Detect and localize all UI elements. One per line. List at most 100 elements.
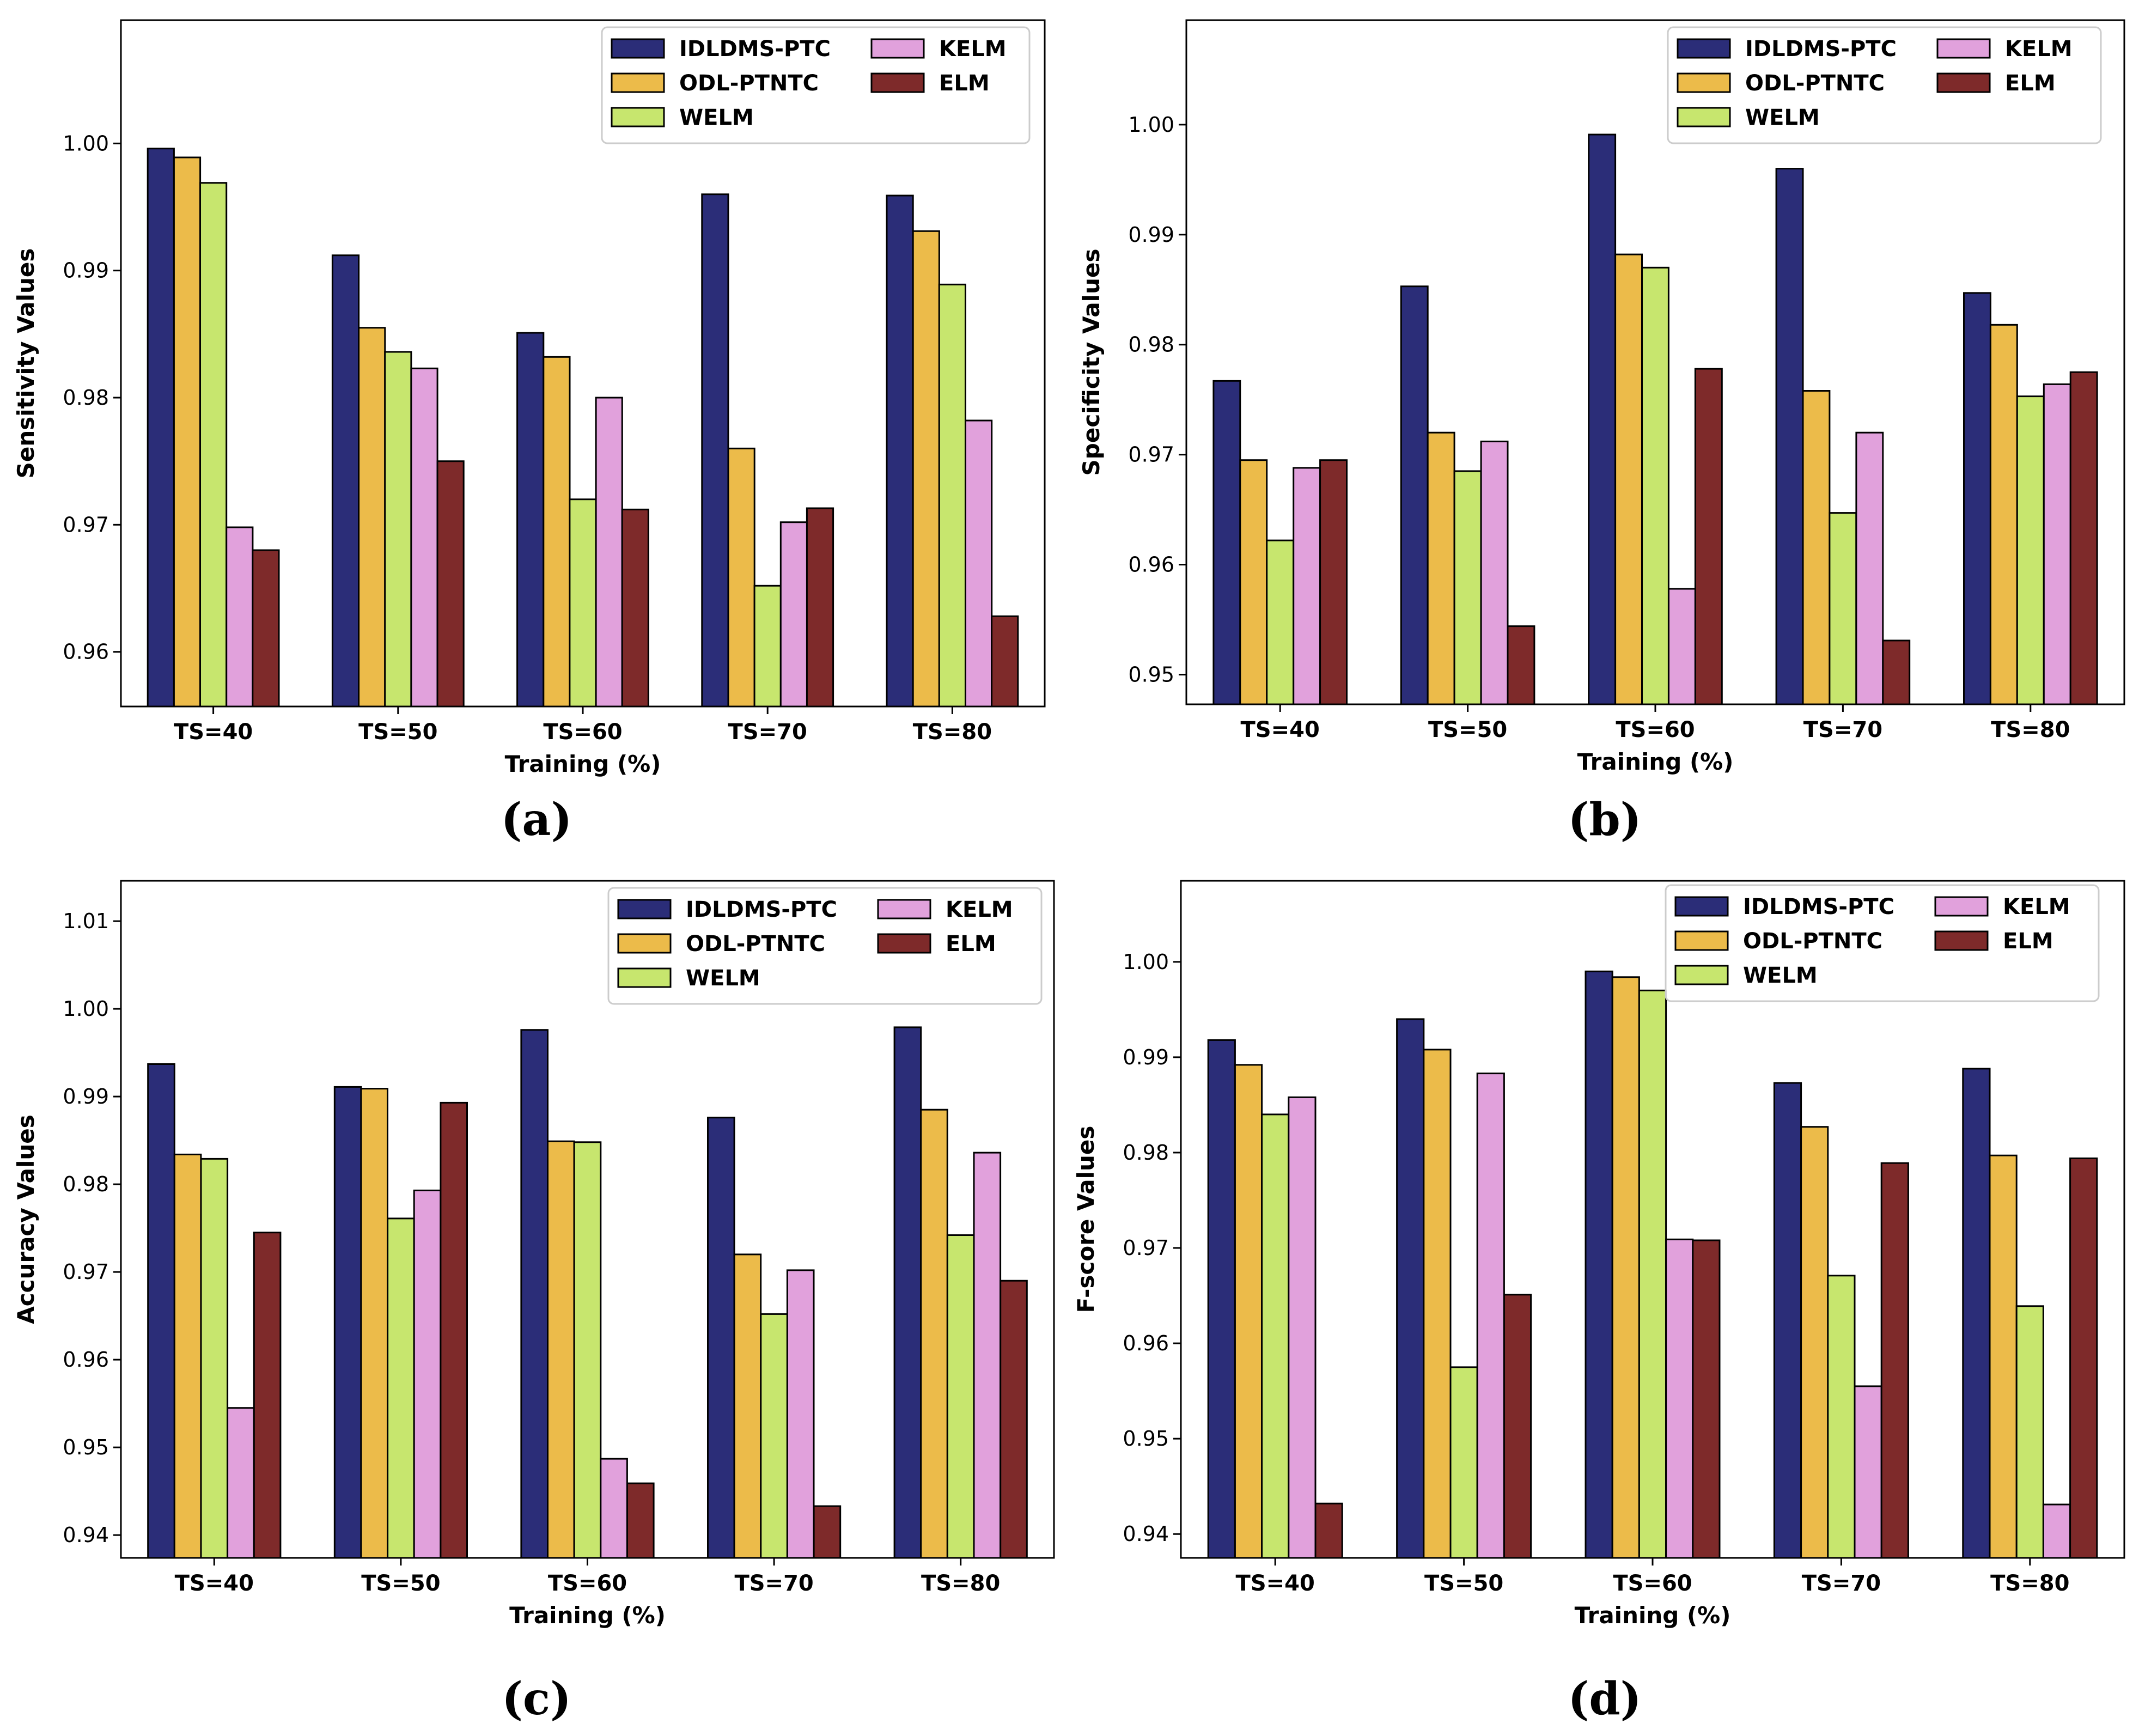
bar-kelm-ts-50 <box>1480 440 1509 705</box>
bar-idldms-ptc-ts-80 <box>1962 1068 1991 1559</box>
x-tick-label: TS=70 <box>728 720 807 745</box>
y-tick-label: 0.98 <box>63 386 109 410</box>
bar-elm-ts-40 <box>252 549 280 708</box>
bar-elm-ts-50 <box>1503 1294 1532 1559</box>
bar-kelm-ts-40 <box>1288 1096 1317 1559</box>
y-tick-label: 1.00 <box>1123 950 1169 974</box>
legend-label-odl-ptntc: ODL-PTNTC <box>1743 929 1882 954</box>
bar-idldms-ptc-ts-60 <box>1585 970 1613 1559</box>
bar-kelm-ts-50 <box>413 1189 442 1559</box>
x-tick-label: TS=80 <box>921 1571 1000 1596</box>
bar-welm-ts-40 <box>1266 539 1295 705</box>
bar-welm-ts-50 <box>1449 1366 1478 1559</box>
y-tick-label: 1.00 <box>63 131 109 155</box>
bar-kelm-ts-60 <box>1668 588 1696 705</box>
legend: IDLDMS-PTC ODL-PTNTC WELM KELM ELM <box>1667 26 2102 144</box>
legend-label-welm: WELM <box>1745 105 1820 130</box>
y-tick-label: 0.95 <box>63 1435 109 1459</box>
bar-kelm-ts-80 <box>2042 1503 2071 1559</box>
x-tick-label: TS=50 <box>1424 1571 1503 1596</box>
y-tick-label: 0.96 <box>1128 553 1174 577</box>
bar-elm-ts-50 <box>1507 625 1535 705</box>
x-tick-label: TS=60 <box>543 720 622 745</box>
bar-odl-ptntc-ts-70 <box>727 447 755 708</box>
x-tick-label: TS=60 <box>548 1571 627 1596</box>
y-tick-label: 0.96 <box>1123 1331 1169 1355</box>
legend-label-idldms-ptc: IDLDMS-PTC <box>1745 36 1897 62</box>
bar-odl-ptntc-ts-80 <box>1989 1154 2018 1559</box>
bar-welm-ts-80 <box>2016 395 2045 705</box>
legend-label-kelm: KELM <box>939 36 1007 62</box>
legend-label-odl-ptntc: ODL-PTNTC <box>1745 71 1885 96</box>
bar-elm-ts-40 <box>1314 1502 1343 1559</box>
bar-welm-ts-50 <box>1453 470 1482 705</box>
y-axis-label: Sensitivity Values <box>13 248 39 479</box>
legend-box <box>1667 26 2102 144</box>
bar-idldms-ptc-ts-40 <box>1212 380 1241 705</box>
y-tick-label: 0.97 <box>1123 1236 1169 1260</box>
y-tick-label: 0.98 <box>1123 1141 1169 1165</box>
bar-idldms-ptc-ts-70 <box>1775 168 1804 705</box>
bar-kelm-ts-60 <box>595 397 623 708</box>
bar-odl-ptntc-ts-40 <box>1234 1064 1263 1559</box>
legend-swatch-welm <box>611 107 665 127</box>
bar-welm-ts-80 <box>946 1234 975 1559</box>
bar-kelm-ts-60 <box>600 1458 628 1559</box>
bar-welm-ts-40 <box>199 182 228 708</box>
legend: IDLDMS-PTC ODL-PTNTC WELM KELM ELM <box>607 887 1043 1005</box>
legend-swatch-elm <box>1934 930 1989 951</box>
legend-label-welm: WELM <box>1743 963 1818 988</box>
bar-idldms-ptc-ts-80 <box>1963 292 1991 705</box>
bar-kelm-ts-60 <box>1665 1238 1694 1559</box>
bar-odl-ptntc-ts-50 <box>1423 1049 1452 1559</box>
legend-label-elm: ELM <box>939 71 990 96</box>
chart-panel-d: 0.94 0.95 0.96 0.97 0.98 0.99 1.00 TS=40 TS=50 TS… <box>1072 880 2125 1629</box>
legend-label-welm: WELM <box>686 966 760 991</box>
x-tick-label: TS=60 <box>1616 717 1695 742</box>
legend-swatch-idldms-ptc <box>1677 38 1731 59</box>
panel-label: (d) <box>1568 1673 1642 1725</box>
bar-odl-ptntc-ts-50 <box>1427 431 1455 705</box>
y-tick-label: 0.94 <box>63 1523 109 1547</box>
bar-idldms-ptc-ts-50 <box>333 1086 362 1559</box>
legend: IDLDMS-PTC ODL-PTNTC WELM KELM ELM <box>1665 884 2100 1002</box>
bar-odl-ptntc-ts-60 <box>547 1140 575 1559</box>
x-axis-label: Training (%) <box>509 1602 666 1629</box>
legend-swatch-idldms-ptc <box>611 38 665 59</box>
x-tick-label: TS=40 <box>1241 717 1320 742</box>
y-tick-label: 0.99 <box>1123 1045 1169 1069</box>
y-tick-label: 0.99 <box>63 259 109 283</box>
legend-swatch-elm <box>870 72 925 93</box>
y-tick-label: 0.96 <box>63 640 109 664</box>
y-tick-label: 0.97 <box>63 513 109 537</box>
bar-odl-ptntc-ts-40 <box>173 156 202 708</box>
legend-label-odl-ptntc: ODL-PTNTC <box>679 71 819 96</box>
y-tick-label: 0.97 <box>1128 443 1174 467</box>
legend-label-elm: ELM <box>946 931 996 957</box>
legend-label-odl-ptntc: ODL-PTNTC <box>686 931 825 957</box>
bar-odl-ptntc-ts-60 <box>543 356 571 708</box>
legend-swatch-kelm <box>870 38 925 59</box>
y-tick-label: 0.95 <box>1123 1427 1169 1451</box>
x-tick-label: TS=40 <box>1236 1571 1315 1596</box>
bar-elm-ts-60 <box>626 1482 655 1559</box>
bar-idldms-ptc-ts-60 <box>520 1029 549 1559</box>
x-tick-label: TS=70 <box>734 1571 813 1596</box>
bar-kelm-ts-80 <box>973 1152 1002 1559</box>
chart-panel-b: 0.95 0.96 0.97 0.98 0.99 1.00 TS=40 TS=50 TS=60 T… <box>1078 19 2125 775</box>
bar-idldms-ptc-ts-60 <box>516 332 545 708</box>
bar-elm-ts-80 <box>2069 1158 2098 1559</box>
legend-label-idldms-ptc: IDLDMS-PTC <box>686 897 837 922</box>
bar-odl-ptntc-ts-70 <box>1802 390 1831 705</box>
y-tick-label: 0.98 <box>63 1172 109 1196</box>
bar-elm-ts-60 <box>1692 1239 1721 1559</box>
legend-swatch-odl-ptntc <box>1674 930 1729 951</box>
x-tick-label: TS=40 <box>175 1571 254 1596</box>
bar-odl-ptntc-ts-60 <box>1614 253 1643 705</box>
legend-label-kelm: KELM <box>946 897 1013 922</box>
x-tick-label: TS=70 <box>1802 1571 1881 1596</box>
bar-welm-ts-80 <box>938 283 967 708</box>
y-tick-label: 1.01 <box>63 909 109 933</box>
panel-label: (b) <box>1568 794 1642 846</box>
bar-idldms-ptc-ts-50 <box>331 254 360 708</box>
